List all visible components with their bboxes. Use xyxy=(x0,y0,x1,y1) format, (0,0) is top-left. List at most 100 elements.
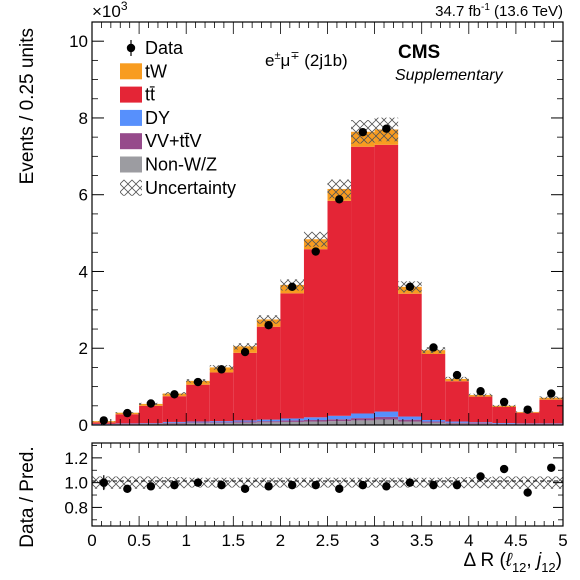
x-tick-label-3.5: 3.5 xyxy=(410,531,434,550)
bar-dy-5 xyxy=(209,421,234,423)
bar-non-w-z-13 xyxy=(398,421,422,425)
data-point-12 xyxy=(382,124,391,133)
bar-vv-tt-v-8 xyxy=(280,420,304,422)
ratio-y-tick-label: 1.0 xyxy=(64,474,88,493)
bar-vv-tt-v-13 xyxy=(398,419,422,422)
bar-dy-9 xyxy=(303,417,328,421)
legend-label-3: DY xyxy=(145,108,170,128)
x-tick-label-1.5: 1.5 xyxy=(221,531,245,550)
bar-dy-10 xyxy=(327,415,352,420)
ratio-y-tick-label: 0.8 xyxy=(64,498,88,517)
main-plot: 0 2 4 6 8 10 ×103 Events / 0.25 units xyxy=(17,0,564,435)
x-tick-label-4.5: 4.5 xyxy=(504,531,528,550)
data-point-3 xyxy=(170,390,179,399)
x-tick-label-1: 1 xyxy=(181,531,190,550)
x-tick-label-4: 4 xyxy=(464,531,473,550)
channel-label: e±μ∓ (2j1b) xyxy=(265,50,348,70)
bar-vv-tt-v-10 xyxy=(327,419,352,422)
bar-non-w-z-6 xyxy=(233,422,257,425)
x-tick-label-3: 3 xyxy=(370,531,379,550)
data-point-19 xyxy=(547,389,556,398)
x-tick-label-5: 5 xyxy=(558,531,567,550)
legend-label-1: tW xyxy=(145,61,167,81)
bar-vv-tt-v-16 xyxy=(468,423,493,424)
ratio-point-16 xyxy=(476,472,485,481)
svg-text:e±μ∓ (2j1b): e±μ∓ (2j1b) xyxy=(265,50,348,70)
bar-tt--19 xyxy=(539,399,563,424)
bar-non-w-z-9 xyxy=(303,421,328,425)
bar-tt--16 xyxy=(468,396,493,423)
data-point-2 xyxy=(146,399,156,408)
legend-item-4: VV+tt̄V xyxy=(120,131,202,151)
data-point-11 xyxy=(358,127,368,137)
bar-dy-7 xyxy=(256,419,281,422)
ratio-point-5 xyxy=(217,480,226,490)
bar-dy-14 xyxy=(421,420,446,422)
bar-tt--6 xyxy=(233,352,257,421)
ratio-point-13 xyxy=(405,478,415,487)
legend-label-0: Data xyxy=(145,38,184,58)
bar-vv-tt-v-15 xyxy=(445,422,469,424)
bar-dy-16 xyxy=(468,422,493,424)
y-tick-label-0: 0 xyxy=(79,416,88,435)
legend-label-2: tt̄ xyxy=(145,85,155,105)
y-tick-label-2: 2 xyxy=(79,339,88,358)
svg-text:34.7 fb-1 (13.6 TeV): 34.7 fb-1 (13.6 TeV) xyxy=(435,2,563,20)
bar-dy-15 xyxy=(445,421,469,423)
bar-tt--13 xyxy=(398,293,422,417)
bar-dy-17 xyxy=(492,423,516,424)
bar-tt--18 xyxy=(515,412,540,424)
ratio-plot: 0.8 1.0 1.2 0 0.5 1 1.5 2 2.5 3 3.5 4 4.5 5 Data / Pr… xyxy=(17,442,568,550)
uncertainty-bin-9 xyxy=(303,231,328,247)
data-point-4 xyxy=(193,377,203,387)
legend-swatch-5 xyxy=(120,156,142,173)
ratio-point-4 xyxy=(193,478,203,487)
ratio-uncertainty-bin-6 xyxy=(233,477,257,488)
bar-tt--5 xyxy=(209,372,234,422)
bar-tt--10 xyxy=(327,200,352,416)
bar-non-w-z-15 xyxy=(445,423,469,425)
ratio-uncertainty-bin-1 xyxy=(115,476,140,489)
ratio-uncertainty-bin-19 xyxy=(539,476,563,489)
y-tick-label-4: 4 xyxy=(79,262,88,281)
bar-non-w-z-11 xyxy=(351,420,375,425)
bar-tt--9 xyxy=(303,249,328,418)
ratio-uncertainty-bin-16 xyxy=(468,477,493,489)
bar-non-w-z-7 xyxy=(256,422,281,425)
legend-item-1: tW xyxy=(120,61,167,81)
bar-dy-4 xyxy=(186,421,210,423)
legend-item-3: DY xyxy=(120,108,170,128)
bar-vv-tt-v-7 xyxy=(256,421,281,423)
data-point-16 xyxy=(476,387,485,396)
data-point-0 xyxy=(99,416,108,425)
bar-tt--15 xyxy=(445,381,469,422)
legend-label-4: VV+tt̄V xyxy=(145,131,202,151)
ratio-point-9 xyxy=(311,480,320,490)
bar-dy-13 xyxy=(398,416,422,420)
bar-dy-3 xyxy=(162,421,187,423)
data-point-18 xyxy=(523,405,532,414)
legend-swatch-4 xyxy=(120,133,142,150)
ratio-point-12 xyxy=(382,482,391,491)
stacked-histogram xyxy=(92,129,563,425)
bar-tt--14 xyxy=(421,353,446,421)
ratio-uncertainty-bin-10 xyxy=(327,477,352,488)
bar-tt--8 xyxy=(280,293,304,419)
legend-swatch-hatch xyxy=(120,179,142,196)
bar-non-w-z-8 xyxy=(280,421,304,425)
ratio-point-17 xyxy=(499,464,509,474)
legend-swatch-2 xyxy=(120,86,142,103)
bar-non-w-z-4 xyxy=(186,423,210,425)
lumi-label: 34.7 fb-1 (13.6 TeV) xyxy=(435,2,563,20)
ratio-point-0 xyxy=(99,478,108,487)
ratio-point-10 xyxy=(335,484,344,494)
ratio-point-8 xyxy=(287,480,297,490)
y-tick-label-10: 10 xyxy=(69,32,88,51)
data-points xyxy=(99,124,556,425)
legend-item-5: Non-W/Z xyxy=(120,155,217,175)
x-tick-label-0.5: 0.5 xyxy=(127,531,151,550)
experiment-sublabel: Supplementary xyxy=(395,67,504,84)
bar-vv-tt-v-4 xyxy=(186,422,210,424)
ratio-point-7 xyxy=(264,482,273,491)
ratio-point-15 xyxy=(452,480,462,490)
